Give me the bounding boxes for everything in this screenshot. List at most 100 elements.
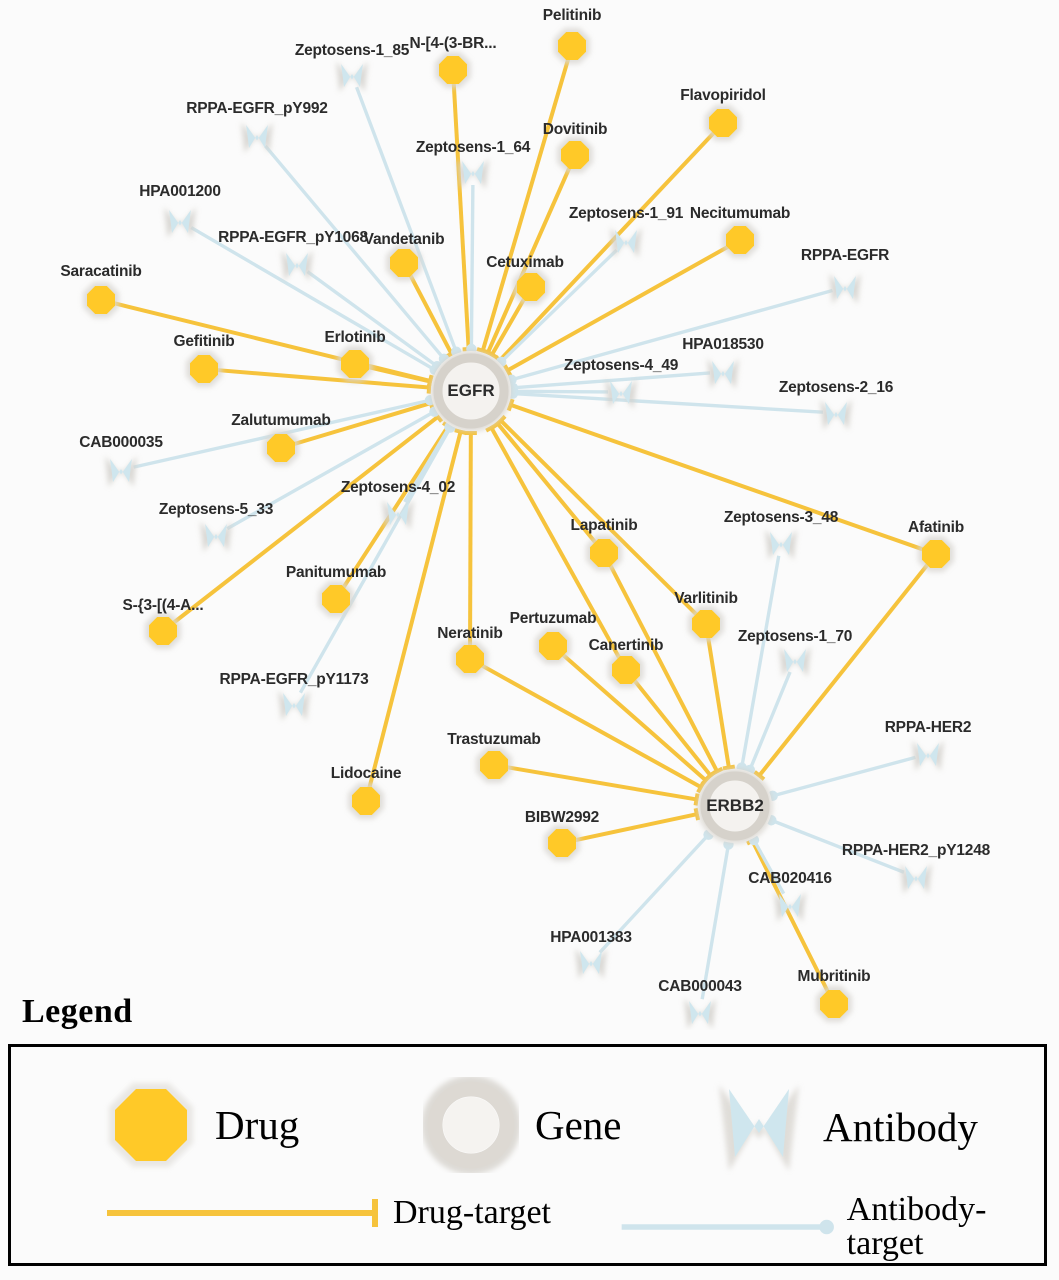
drug-target-edge[interactable] — [486, 166, 572, 354]
drug-target-edge[interactable] — [574, 812, 698, 843]
antibody-target-edge[interactable] — [298, 426, 452, 694]
drug-target-edge[interactable] — [750, 839, 830, 994]
drug-node[interactable] — [705, 105, 741, 141]
antibody-node[interactable] — [684, 998, 716, 1030]
antibody-target-edge[interactable] — [306, 270, 439, 368]
drug-node[interactable] — [918, 536, 954, 572]
antibody-icon — [719, 1085, 799, 1171]
drug-node[interactable] — [386, 245, 422, 281]
drug-node[interactable] — [318, 581, 354, 617]
drug-node[interactable] — [608, 652, 644, 688]
antibody-target-edge[interactable] — [772, 755, 916, 798]
drug-target-edge[interactable] — [292, 401, 432, 447]
drug-target-edge[interactable] — [499, 419, 699, 617]
drug-target-edge[interactable] — [496, 422, 598, 545]
drug-target-edge[interactable] — [509, 403, 925, 552]
drug-target-edge[interactable] — [367, 364, 431, 384]
drug-node[interactable] — [263, 430, 299, 466]
antibody-node[interactable] — [829, 273, 861, 305]
drug-node[interactable] — [145, 613, 181, 649]
drug-target-edge[interactable] — [757, 562, 930, 777]
antibody-target-edge[interactable] — [512, 371, 711, 390]
drug-node[interactable] — [452, 641, 488, 677]
antibody-target-edge[interactable] — [264, 144, 446, 360]
antibody-node[interactable] — [382, 499, 414, 531]
drug-target-edge[interactable] — [341, 425, 450, 590]
drug-node[interactable] — [688, 606, 724, 642]
antibody-node[interactable] — [779, 646, 811, 678]
antibody-node-label: Zeptosens-4_49 — [563, 357, 679, 374]
drug-node[interactable] — [348, 783, 384, 819]
antibody-target-edge[interactable] — [700, 844, 731, 1000]
drug-target-edge[interactable] — [480, 663, 702, 789]
antibody-target-edge[interactable] — [598, 833, 710, 954]
antibody-target-edge[interactable] — [190, 226, 436, 372]
drug-node[interactable] — [544, 825, 580, 861]
network-canvas[interactable] — [0, 0, 1059, 1030]
antibody-target-edge[interactable] — [499, 248, 618, 364]
drug-target-edge[interactable] — [506, 765, 697, 802]
drug-target-edge[interactable] — [480, 57, 571, 352]
antibody-node[interactable] — [336, 61, 368, 93]
antibody-target-edge[interactable] — [469, 184, 475, 350]
drug-node-label: Zalutumumab — [231, 412, 331, 429]
drug-node[interactable] — [816, 986, 852, 1022]
drug-target-edge[interactable] — [216, 368, 430, 390]
antibody-node[interactable] — [105, 456, 137, 488]
drug-node[interactable] — [337, 346, 373, 382]
drug-node[interactable] — [586, 535, 622, 571]
drug-target-edge[interactable] — [632, 678, 713, 777]
gene-node[interactable] — [430, 350, 512, 432]
drug-node[interactable] — [513, 269, 549, 305]
antibody-node[interactable] — [605, 378, 637, 410]
antibody-node[interactable] — [575, 948, 607, 980]
drug-node[interactable] — [557, 137, 593, 173]
drug-target-edge[interactable] — [608, 563, 719, 773]
antibody-target-edge[interactable] — [740, 555, 781, 768]
drug-target-edge[interactable] — [172, 415, 440, 625]
drug-node[interactable] — [722, 222, 758, 258]
antibody-target-edge[interactable] — [770, 818, 905, 874]
drug-node[interactable] — [535, 628, 571, 664]
drug-node[interactable] — [186, 351, 222, 387]
antibody-node[interactable] — [900, 863, 932, 895]
drug-node[interactable] — [554, 28, 590, 64]
drug-target-edge[interactable] — [561, 653, 708, 782]
antibody-node[interactable] — [610, 227, 642, 259]
gene-node[interactable] — [697, 768, 773, 844]
antibody-node[interactable] — [912, 740, 944, 772]
drug-target-edge[interactable] — [489, 426, 622, 660]
antibody-node-label: HPA018530 — [682, 336, 764, 353]
drug-target-edge[interactable] — [468, 432, 473, 647]
drug-node-label: N-[4-(3-BR... — [409, 35, 497, 52]
antibody-node[interactable] — [707, 358, 739, 390]
drug-target-edge[interactable] — [367, 431, 463, 789]
antibody-node[interactable] — [200, 521, 232, 553]
drug-node[interactable] — [476, 747, 512, 783]
antibody-node[interactable] — [278, 690, 310, 722]
antibody-node[interactable] — [774, 891, 806, 923]
drug-target-edge[interactable] — [706, 636, 731, 768]
antibody-target-edge[interactable] — [511, 288, 833, 382]
antibody-node[interactable] — [457, 158, 489, 190]
drug-target-edge[interactable] — [408, 273, 454, 355]
antibody-target-edge[interactable] — [748, 671, 792, 771]
antibody-target-edge[interactable] — [226, 410, 436, 531]
drug-node[interactable] — [435, 52, 471, 88]
antibody-node[interactable] — [820, 399, 852, 431]
antibody-node[interactable] — [164, 207, 196, 239]
antibody-node[interactable] — [241, 122, 273, 154]
drug-node[interactable] — [83, 282, 119, 318]
drug-target-edge[interactable] — [490, 297, 527, 356]
antibody-node[interactable] — [765, 529, 797, 561]
antibody-target-edge[interactable] — [354, 86, 458, 353]
drug-target-edge[interactable] — [498, 131, 716, 362]
drug-node-label: Vandetanib — [363, 231, 445, 248]
antibody-node[interactable] — [281, 250, 313, 282]
drug-target-edge[interactable] — [451, 82, 471, 350]
antibody-target-edge[interactable] — [512, 391, 824, 414]
drug-target-edge[interactable] — [506, 244, 730, 373]
antibody-target-edge-icon — [621, 1219, 834, 1235]
antibody-target-edge[interactable] — [512, 389, 609, 394]
antibody-target-edge[interactable] — [752, 839, 786, 895]
